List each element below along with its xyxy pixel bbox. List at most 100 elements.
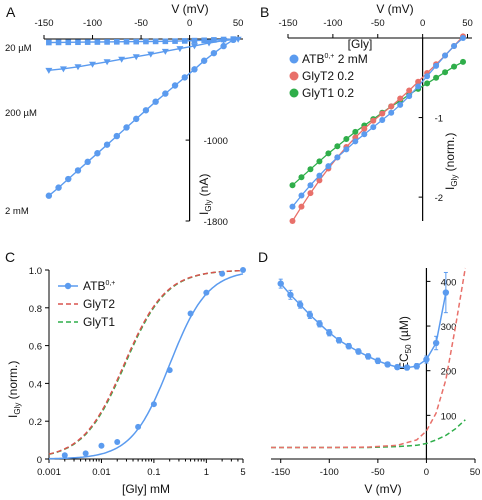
data-point-a bbox=[181, 38, 188, 44]
data-point-b bbox=[298, 174, 305, 181]
data-point-b bbox=[379, 110, 386, 117]
y-tick-label-a: -1800 bbox=[204, 217, 228, 228]
data-point-c bbox=[114, 438, 121, 445]
data-point-a bbox=[65, 39, 72, 46]
x-tick-label-c: 5 bbox=[240, 467, 245, 478]
x-tick-label-b: -100 bbox=[323, 18, 342, 29]
data-point-b bbox=[352, 138, 359, 145]
x-tick-label-a: -150 bbox=[34, 18, 53, 29]
data-point-d bbox=[442, 289, 450, 296]
data-point-b bbox=[370, 124, 377, 131]
panel-letter-a: A bbox=[6, 4, 16, 20]
data-point-c bbox=[166, 367, 173, 374]
data-point-b bbox=[298, 192, 305, 199]
data-point-c bbox=[61, 452, 68, 459]
y-tick-label-b: -2 bbox=[435, 193, 443, 204]
x-axis-label-b: V (mV) bbox=[376, 2, 413, 16]
series-line-a bbox=[48, 38, 239, 71]
series-label-a: 200 µM bbox=[5, 108, 37, 119]
data-point-a bbox=[118, 56, 126, 63]
data-point-a bbox=[230, 36, 237, 44]
y-tick-label-d: 400 bbox=[441, 277, 457, 288]
legend-title-b: [Gly] bbox=[348, 37, 373, 51]
y-tick-label-c: 0 bbox=[37, 455, 42, 466]
data-point-a bbox=[152, 38, 159, 45]
data-point-a bbox=[45, 192, 53, 199]
x-tick-label-b: 50 bbox=[462, 18, 473, 29]
data-point-a bbox=[103, 141, 111, 148]
data-point-a bbox=[59, 66, 67, 73]
data-point-d bbox=[413, 363, 420, 370]
data-point-a bbox=[132, 54, 140, 61]
data-point-a bbox=[94, 39, 101, 45]
x-tick-label-a: -50 bbox=[134, 18, 148, 29]
data-point-a bbox=[133, 115, 140, 123]
data-point-b bbox=[334, 154, 341, 161]
panel-d: D -150 -100 -50 0 50 100 200 300 400 V (mV) EC50 (µ… bbox=[258, 249, 480, 496]
data-point-b bbox=[397, 95, 404, 102]
data-point-b bbox=[298, 203, 305, 210]
legend-entry-c: ATB0,+ bbox=[83, 279, 115, 293]
data-point-c bbox=[203, 289, 210, 296]
data-point-a bbox=[75, 39, 81, 46]
data-point-b bbox=[334, 143, 341, 150]
data-point-a bbox=[89, 61, 97, 68]
data-point-b bbox=[433, 62, 440, 69]
data-point-c bbox=[219, 270, 226, 277]
panel-a: A -150 -100 -50 0 50 -1000 -1800 V (mV) IGly (nA)… bbox=[5, 2, 243, 228]
series-label-a: 2 mM bbox=[5, 206, 29, 217]
data-point-d bbox=[394, 363, 401, 371]
legend-entry-c: GlyT1 bbox=[83, 315, 115, 329]
y-tick-label-d: 300 bbox=[441, 322, 457, 333]
data-point-a bbox=[220, 38, 228, 45]
data-point-d bbox=[384, 361, 391, 368]
data-point-d bbox=[335, 337, 343, 344]
data-point-b bbox=[424, 73, 431, 80]
y-tick-label-c: 0.4 bbox=[29, 379, 42, 390]
x-tick-label-d: 50 bbox=[470, 467, 481, 478]
data-point-b bbox=[379, 116, 386, 123]
data-point-b bbox=[316, 172, 323, 179]
data-point-a bbox=[55, 39, 62, 46]
data-point-b bbox=[388, 103, 395, 110]
data-point-a bbox=[46, 39, 52, 46]
data-point-c bbox=[187, 310, 194, 317]
data-point-d bbox=[345, 342, 352, 350]
data-point-b bbox=[424, 80, 431, 87]
data-point-b bbox=[433, 74, 440, 81]
data-point-a bbox=[123, 124, 130, 131]
data-point-b bbox=[343, 146, 350, 153]
data-point-c bbox=[135, 423, 142, 430]
data-point-a bbox=[45, 67, 53, 74]
data-point-a bbox=[220, 42, 227, 50]
data-point-b bbox=[352, 128, 359, 135]
data-point-a bbox=[113, 132, 121, 140]
data-point-a bbox=[162, 90, 169, 97]
data-point-b bbox=[415, 78, 422, 85]
data-point-a bbox=[200, 57, 208, 64]
data-point-a bbox=[142, 107, 150, 114]
series-line-c bbox=[48, 269, 244, 455]
series-line-c bbox=[48, 273, 244, 460]
data-point-b bbox=[289, 203, 296, 210]
data-point-a bbox=[205, 40, 213, 47]
data-point-b bbox=[451, 63, 458, 70]
data-point-a bbox=[123, 38, 130, 45]
data-point-a bbox=[234, 36, 242, 43]
data-point-a bbox=[181, 74, 188, 81]
data-point-d bbox=[277, 280, 284, 287]
y-tick-label-a: -1000 bbox=[204, 136, 228, 147]
legend-marker-c bbox=[64, 282, 72, 290]
x-tick-label-b: 0 bbox=[420, 18, 425, 29]
data-point-b bbox=[316, 158, 323, 165]
data-point-a bbox=[104, 39, 110, 45]
data-point-d bbox=[316, 320, 323, 328]
data-point-d bbox=[423, 356, 430, 363]
legend-marker-b bbox=[289, 88, 299, 98]
series-line-c bbox=[48, 269, 244, 456]
x-tick-label-a: 50 bbox=[233, 18, 244, 29]
y-axis-label-c: IGly (norm.) bbox=[6, 361, 22, 418]
data-point-c bbox=[82, 450, 89, 457]
data-point-d bbox=[326, 329, 333, 336]
